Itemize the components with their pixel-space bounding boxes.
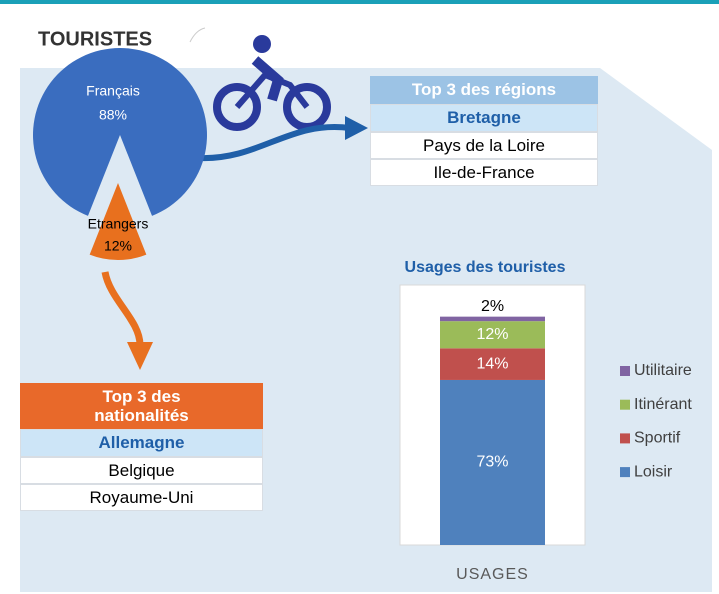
table-row: Royaume-Uni	[20, 484, 263, 511]
pie-label: Français	[86, 83, 140, 99]
table-header: Top 3 des régions	[370, 76, 598, 104]
top-border	[0, 0, 719, 4]
bar-segment	[440, 316, 545, 322]
legend-label: Itinérant	[634, 396, 692, 413]
pie-value-label: 88%	[99, 107, 127, 123]
table-row: Bretagne	[370, 104, 598, 132]
bar-segment	[440, 379, 545, 545]
chart-title: Usages des touristes	[405, 259, 566, 276]
table-row: Belgique	[20, 457, 263, 484]
table-row: Ile-de-France	[370, 159, 598, 186]
legend-label: Sportif	[634, 430, 681, 447]
pie-slice	[33, 48, 207, 216]
regions-table: Top 3 des régions Bretagne Pays de la Lo…	[370, 76, 598, 186]
decor	[189, 27, 206, 43]
table-row: Pays de la Loire	[370, 132, 598, 159]
cyclist-icon	[213, 35, 331, 131]
data-label: 73%	[476, 454, 508, 471]
legend-swatch	[620, 467, 630, 478]
legend-swatch	[620, 366, 630, 376]
background-panel	[20, 68, 712, 592]
legend-label: Utilitaire	[634, 362, 692, 379]
arrow-head	[127, 342, 153, 370]
bar-segment	[440, 348, 545, 380]
arrow-head	[345, 116, 368, 140]
data-label: 12%	[476, 326, 508, 343]
data-label: 14%	[476, 355, 508, 372]
x-tick-label: USAGES	[456, 566, 529, 583]
legend-label: Loisir	[634, 463, 673, 480]
page-title: TOURISTES	[38, 28, 152, 50]
bar-segment	[440, 321, 545, 349]
table-row: Allemagne	[20, 429, 263, 457]
legend-swatch	[620, 433, 630, 444]
arrow	[101, 271, 144, 346]
legend-swatch	[620, 399, 630, 410]
pie-label: Etrangers	[88, 216, 149, 232]
arrow	[199, 123, 351, 162]
pie-slice	[89, 183, 147, 260]
nationalities-table: Top 3 des nationalités Allemagne Belgiqu…	[20, 383, 263, 511]
pie-value-label: 12%	[104, 238, 132, 254]
data-label: 2%	[481, 298, 504, 315]
table-header: Top 3 des nationalités	[20, 383, 263, 429]
